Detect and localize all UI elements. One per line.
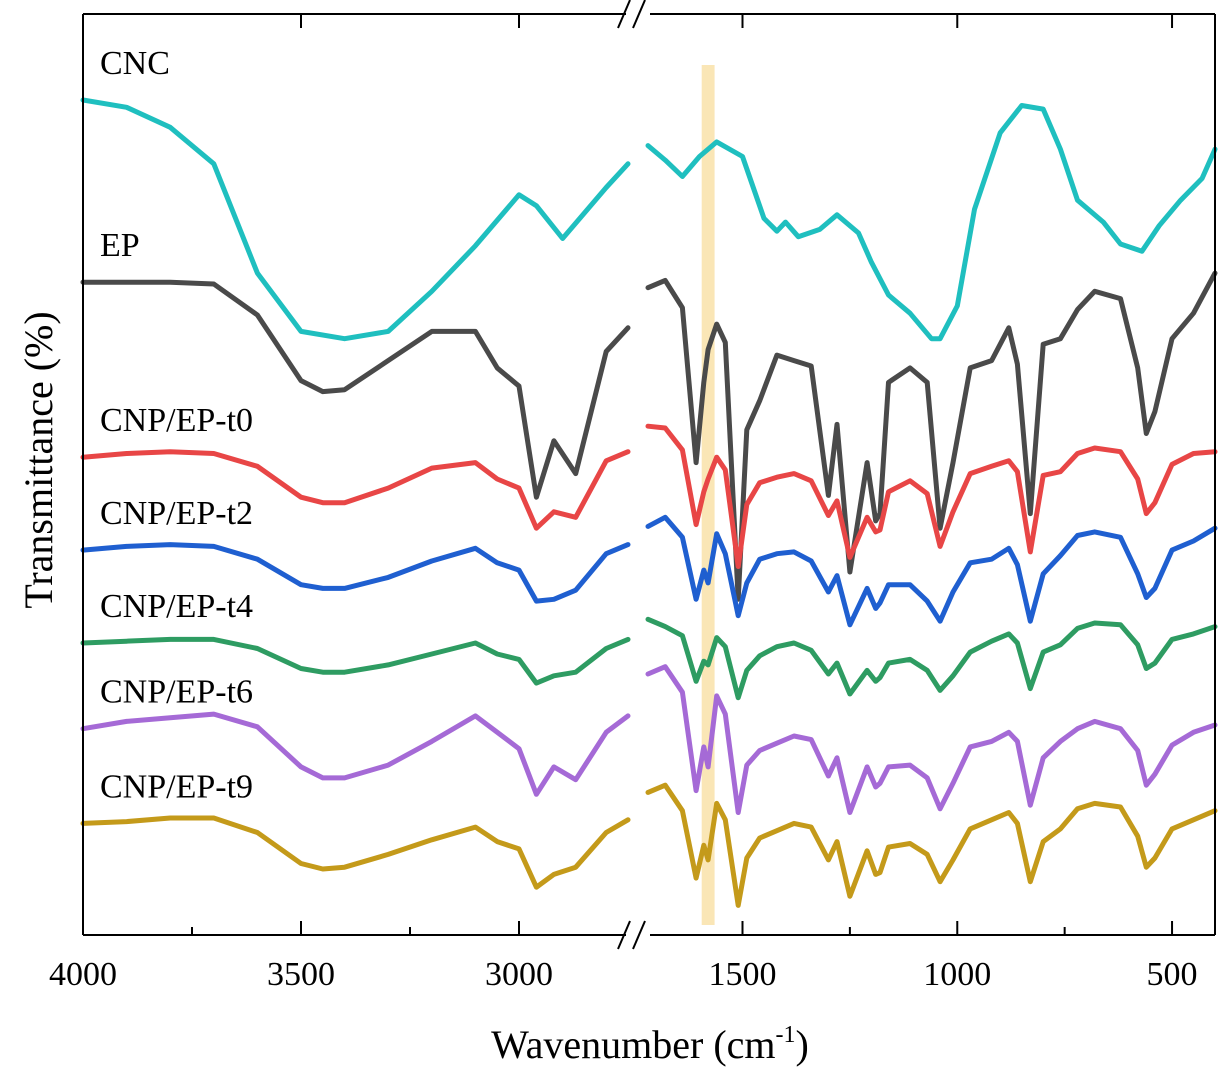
series-line-cnp-ep-t9-right: [645, 782, 1218, 908]
axis-break-bottom-1: [617, 920, 631, 950]
series-label-cnp-ep-t2: CNP/EP-t2: [100, 495, 253, 532]
series-line-cnc-left: [80, 97, 631, 342]
x-tick-label-3500: 3500: [267, 956, 335, 993]
x-tick-label-500: 500: [1147, 956, 1198, 993]
series-line-cnp-ep-t0-left: [80, 449, 631, 531]
series-line-ep-right: [645, 270, 1218, 602]
series-label-cnp-ep-t6: CNP/EP-t6: [100, 674, 253, 711]
series-line-cnp-ep-t9-left: [80, 815, 631, 890]
x-tick-label-1500: 1500: [709, 956, 777, 993]
x-axis-title: Wavenumber (cm-1): [491, 1022, 809, 1067]
series-label-ep: EP: [100, 227, 140, 264]
series-line-ep-left: [80, 279, 631, 500]
series-layer: [80, 97, 1218, 908]
highlight-band: [701, 65, 715, 925]
axis-break-top-2: [632, 0, 646, 29]
series-line-cnp-ep-t6-left: [80, 711, 631, 797]
axis-break-bottom-2: [632, 920, 646, 950]
x-tick-label-3000: 3000: [485, 956, 553, 993]
series-label-cnp-ep-t9: CNP/EP-t9: [100, 768, 253, 805]
axis-break-top-1: [617, 0, 631, 29]
series-labels: CNC EP CNP/EP-t0 CNP/EP-t2 CNP/EP-t4 CNP/EP-t…: [100, 45, 253, 805]
series-line-cnp-ep-t6-right: [645, 664, 1218, 815]
x-tick-label-4000: 4000: [49, 956, 117, 993]
series-line-cnc-right: [645, 103, 1218, 342]
series-line-cnp-ep-t4-left: [80, 636, 631, 686]
plot-frame: [82, 0, 1216, 950]
x-ticks: 4000 3500 3000 1500 1000 500: [49, 14, 1198, 993]
series-label-cnp-ep-t4: CNP/EP-t4: [100, 588, 253, 625]
series-label-cnp-ep-t0: CNP/EP-t0: [100, 402, 253, 439]
y-axis-title: Transmittance (%): [16, 311, 61, 608]
x-tick-label-1000: 1000: [923, 956, 991, 993]
series-label-cnc: CNC: [100, 45, 170, 82]
series-line-cnp-ep-t2-left: [80, 542, 631, 604]
series-line-cnp-ep-t2-right: [645, 514, 1218, 628]
series-line-cnp-ep-t4-right: [645, 616, 1218, 701]
series-line-cnp-ep-t0-right: [645, 423, 1218, 569]
